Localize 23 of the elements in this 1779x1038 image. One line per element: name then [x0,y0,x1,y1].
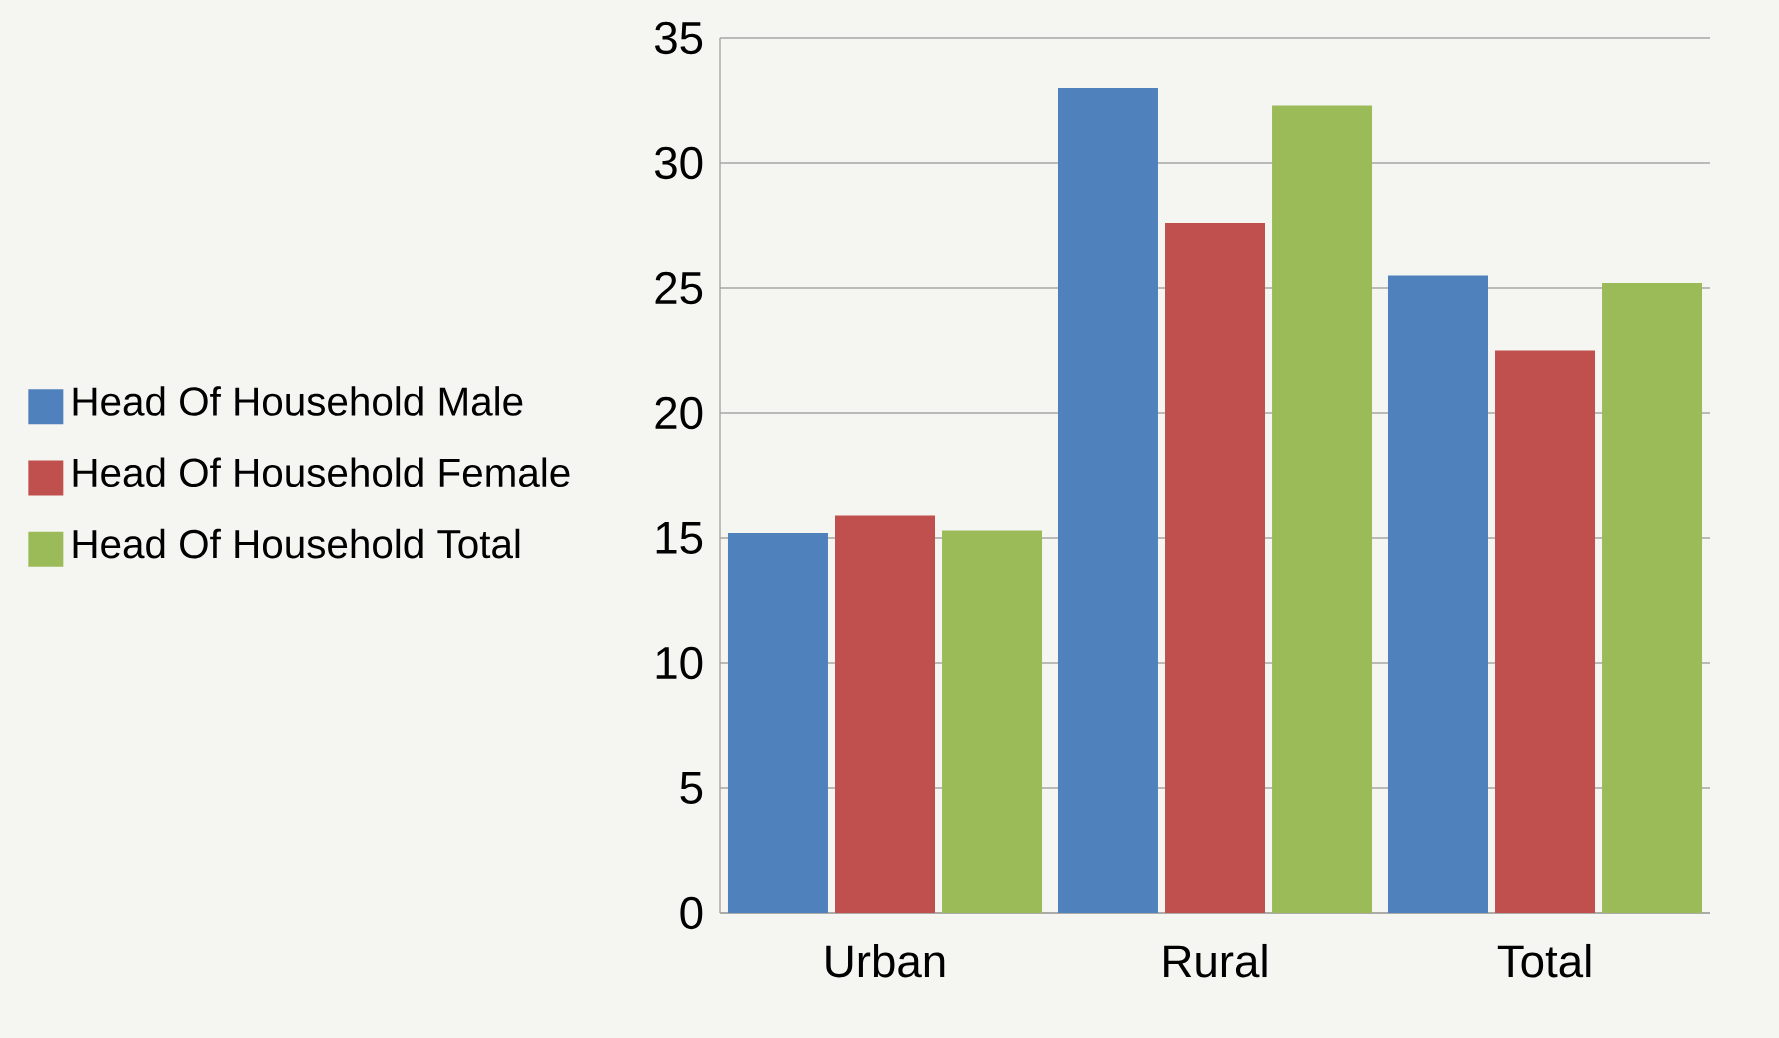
bar [1495,350,1596,914]
x-tick-label: Rural [1164,943,1267,978]
x-tick-label: Total [1497,943,1591,978]
bar [1165,223,1265,914]
bar [835,515,936,914]
x-tick-label: Urban [826,943,945,978]
legend-label: Head Of Household Total [73,528,520,559]
bar [1602,283,1703,914]
y-tick-label: 0 [680,896,703,930]
y-tick-label: 20 [655,396,703,430]
y-tick-label: 15 [656,522,703,554]
bar [942,530,1043,914]
y-tick-label: 10 [656,646,703,680]
bar [1057,88,1158,914]
y-tick-label: 35 [655,21,703,55]
legend-label: Head Of Household Female [73,457,570,488]
y-tick-label: 5 [680,772,703,804]
bar [1387,275,1488,914]
y-tick-label: 25 [655,271,703,305]
legend-label: Head Of Household Male [73,386,523,416]
bar [1272,105,1373,914]
y-tick-label: 30 [655,146,703,180]
bar [727,533,828,914]
